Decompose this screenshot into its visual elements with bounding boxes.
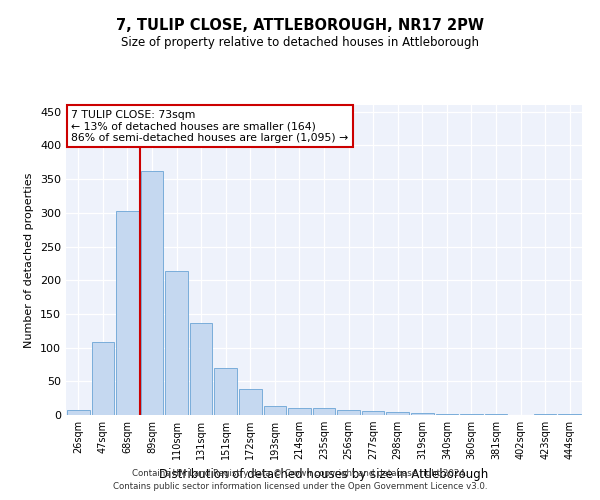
- Text: Contains HM Land Registry data © Crown copyright and database right 2024.: Contains HM Land Registry data © Crown c…: [132, 468, 468, 477]
- Text: Size of property relative to detached houses in Attleborough: Size of property relative to detached ho…: [121, 36, 479, 49]
- Bar: [386, 412, 409, 415]
- Bar: [313, 408, 335, 415]
- Bar: [263, 406, 286, 415]
- Bar: [165, 272, 188, 415]
- Bar: [534, 414, 556, 415]
- Bar: [214, 368, 237, 415]
- Bar: [411, 413, 434, 415]
- Bar: [559, 414, 581, 415]
- Bar: [239, 388, 262, 415]
- Bar: [288, 408, 311, 415]
- Bar: [436, 414, 458, 415]
- Bar: [140, 171, 163, 415]
- Text: 7, TULIP CLOSE, ATTLEBOROUGH, NR17 2PW: 7, TULIP CLOSE, ATTLEBOROUGH, NR17 2PW: [116, 18, 484, 32]
- Y-axis label: Number of detached properties: Number of detached properties: [25, 172, 34, 348]
- Bar: [67, 410, 89, 415]
- Bar: [362, 411, 385, 415]
- Bar: [190, 324, 212, 415]
- Bar: [460, 414, 483, 415]
- Bar: [337, 410, 360, 415]
- X-axis label: Distribution of detached houses by size in Attleborough: Distribution of detached houses by size …: [160, 468, 488, 480]
- Text: 7 TULIP CLOSE: 73sqm
← 13% of detached houses are smaller (164)
86% of semi-deta: 7 TULIP CLOSE: 73sqm ← 13% of detached h…: [71, 110, 349, 143]
- Text: Contains public sector information licensed under the Open Government Licence v3: Contains public sector information licen…: [113, 482, 487, 491]
- Bar: [92, 342, 114, 415]
- Bar: [116, 212, 139, 415]
- Bar: [485, 414, 508, 415]
